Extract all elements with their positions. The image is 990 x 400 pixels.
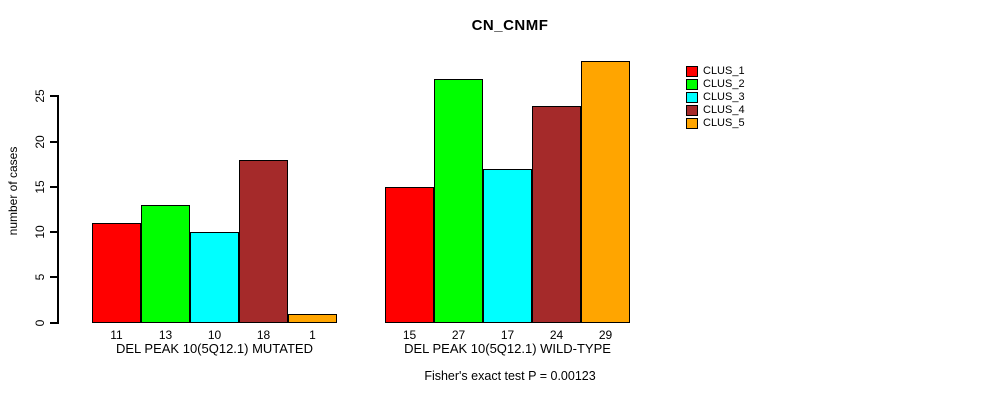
bar-clus_5-group1 <box>288 313 337 323</box>
y-tick-label: 5 <box>33 273 47 281</box>
legend-label: CLUS_2 <box>703 78 745 91</box>
bar-clus_1-group2 <box>385 186 434 323</box>
bar-value-label: 24 <box>549 328 564 342</box>
bar-clus_1-group1 <box>92 222 141 323</box>
bar-value-label: 15 <box>402 328 417 342</box>
bar-value-label: 1 <box>309 328 316 342</box>
y-axis-line <box>57 95 59 324</box>
bar-value-label: 11 <box>110 328 123 342</box>
y-tick-mark <box>50 321 58 324</box>
legend-row: CLUS_5 <box>686 117 745 130</box>
bar-value-label: 10 <box>207 328 222 342</box>
legend: CLUS_1 CLUS_2 CLUS_3 CLUS_4 CLUS_5 <box>686 65 745 130</box>
legend-label: CLUS_4 <box>703 104 745 117</box>
y-tick-mark <box>50 276 58 279</box>
bar-clus_3-group1 <box>190 231 239 323</box>
bar-clus_3-group2 <box>483 168 532 323</box>
legend-swatch-icon <box>686 92 698 104</box>
y-tick-mark <box>50 140 58 143</box>
y-tick-mark <box>50 185 58 188</box>
legend-swatch-icon <box>686 79 698 91</box>
bar-value-label: 27 <box>451 328 466 342</box>
y-tick-label: 10 <box>33 225 47 239</box>
y-tick-label: 15 <box>33 180 47 194</box>
legend-swatch-icon <box>686 105 698 117</box>
bar-value-label: 18 <box>256 328 271 342</box>
bar-value-label: 13 <box>158 328 173 342</box>
y-tick-label: 20 <box>33 134 47 149</box>
legend-label: CLUS_3 <box>703 91 745 104</box>
y-tick-label: 25 <box>33 89 47 103</box>
legend-label: CLUS_1 <box>703 65 745 78</box>
legend-row: CLUS_3 <box>686 91 745 104</box>
legend-swatch-icon <box>686 66 698 78</box>
y-tick-label: 0 <box>33 319 47 326</box>
y-axis-label: number of cases <box>6 146 20 236</box>
category-label: DEL PEAK 10(5Q12.1) WILD-TYPE <box>404 341 611 356</box>
legend-row: CLUS_1 <box>686 65 745 78</box>
bar-clus_2-group2 <box>434 78 483 323</box>
y-tick-mark <box>50 231 58 233</box>
y-tick-mark <box>50 95 58 98</box>
bar-value-label: 17 <box>500 328 515 342</box>
bar-clus_4-group1 <box>239 159 288 323</box>
legend-row: CLUS_2 <box>686 78 745 91</box>
category-label: DEL PEAK 10(5Q12.1) MUTATED <box>116 341 313 356</box>
legend-label: CLUS_5 <box>703 117 745 130</box>
legend-row: CLUS_4 <box>686 104 745 117</box>
legend-swatch-icon <box>686 118 698 130</box>
bar-clus_5-group2 <box>581 60 630 323</box>
subtitle-stat-text: Fisher's exact test P = 0.00123 <box>424 369 596 383</box>
chart-title: CN_CNMF <box>471 17 549 34</box>
bar-clus_4-group2 <box>532 105 581 323</box>
bar-value-label: 29 <box>598 328 613 342</box>
bar-clus_2-group1 <box>141 204 190 323</box>
